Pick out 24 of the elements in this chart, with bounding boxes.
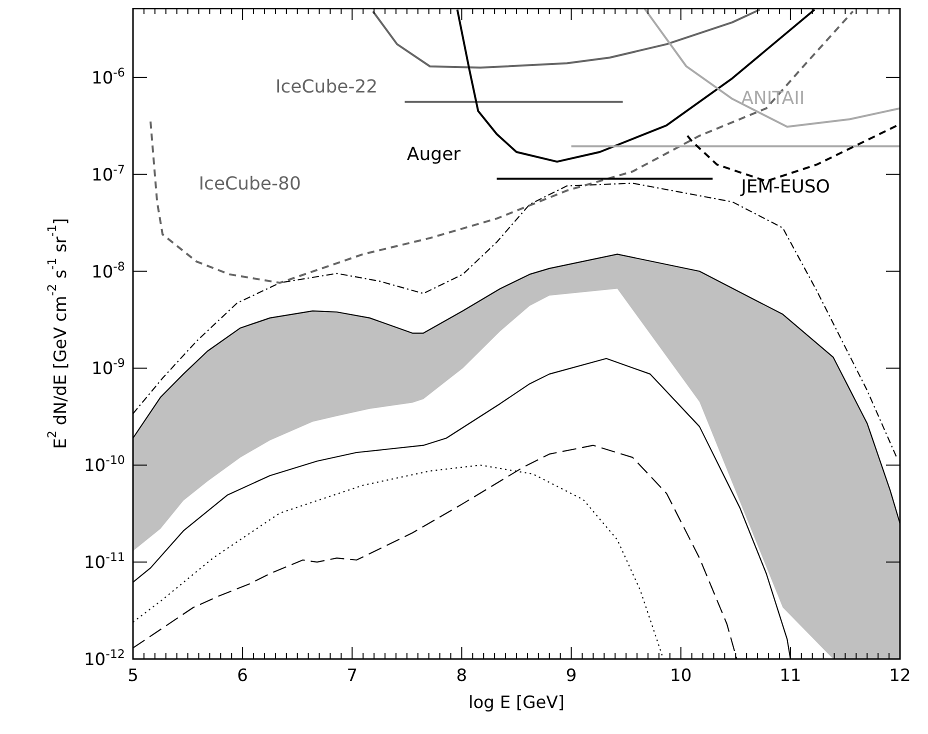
line-series [372,8,761,69]
series-label: JEM-EUSO [740,176,830,198]
text: IceCube-80 [198,173,301,194]
x-tick-label: 10 [670,666,692,686]
x-tick-label: 7 [346,666,358,686]
x-tick-label: 5 [128,666,138,686]
y-tick-label: 10$^{-11}$ [84,550,125,574]
x-tick-label: 6 [237,666,248,686]
x-axis-title: log E [GeV] [468,693,564,713]
x-tick-label: 11 [780,666,802,686]
y-tick-label: 10$^{-12}$ [84,647,125,670]
x-tick-label: 9 [566,666,577,686]
y-tick-label: 10$^{-7}$ [92,162,125,186]
line-series [644,8,900,128]
y-tick-label: 10$^{-6}$ [92,65,125,88]
y-tick-label: 10$^{-9}$ [92,356,125,380]
series-label: IceCube-22 [275,76,378,98]
series-label: ANITAII [741,88,805,110]
line-series [150,10,854,284]
y-tick-label: 10$^{-8}$ [92,259,125,282]
x-tick-label: 12 [889,666,911,686]
y-tick-label: 10$^{-10}$ [84,453,125,476]
x-tick-label: 8 [456,666,468,686]
series-label: Auger [406,144,462,166]
